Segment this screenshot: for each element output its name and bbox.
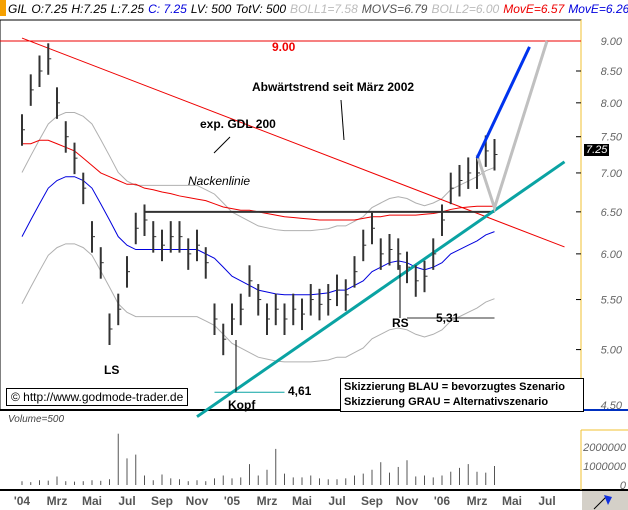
x-tick-label: '06: [434, 494, 451, 508]
boll1: BOLL1=7.58: [290, 2, 358, 16]
neckline-label: Nackenlinie: [188, 174, 251, 188]
volume-tick-label: 0: [620, 480, 627, 492]
open: O:7.25: [31, 2, 68, 16]
last-volume: LV: 500: [190, 2, 232, 16]
high: H:7.25: [71, 2, 107, 16]
scenario-legend: Skizzierung BLAU = bevorzugtes Szenario …: [340, 378, 584, 412]
downtrend-pointer-arrow: [340, 99, 345, 141]
x-tick-label: Mai: [502, 494, 522, 508]
total-volume: TotV: 500: [235, 2, 287, 16]
close: C: 7.25: [148, 2, 187, 16]
downtrend-label: Abwärtstrend seit März 2002: [252, 80, 415, 94]
x-tick-label: Nov: [186, 494, 209, 508]
y-tick-label: 8.00: [601, 98, 623, 110]
x-tick-label: Mai: [292, 494, 312, 508]
low-head-label: 4,61: [288, 384, 312, 398]
x-tick-label: Mrz: [467, 494, 488, 508]
x-tick-label: Jul: [538, 494, 555, 508]
drawing-tool-button[interactable]: [582, 491, 628, 510]
x-tick-label: Mai: [82, 494, 102, 508]
level-900-label: 9.00: [272, 40, 296, 54]
y-tick-label: 7.00: [601, 168, 623, 180]
uptrend-line: [196, 160, 566, 418]
x-tick-label: Nov: [396, 494, 419, 508]
ema-200-line: [22, 139, 495, 221]
indicator-square-icon: [0, 0, 6, 16]
x-tick-label: Jul: [328, 494, 345, 508]
y-tick-label: 6.50: [601, 207, 623, 219]
y-tick-label: 5.50: [601, 295, 623, 307]
bollinger-upper: [21, 112, 495, 232]
y-tick-label: 4.50: [601, 400, 623, 412]
head-label: Kopf: [228, 398, 256, 412]
symbol: GIL: [8, 2, 28, 16]
x-tick-label: Mrz: [47, 494, 68, 508]
low: L:7.25: [110, 2, 145, 16]
x-tick-label: '04: [14, 494, 31, 508]
x-tick-label: '05: [224, 494, 241, 508]
legend-blue: Skizzierung BLAU = bevorzugtes Szenario: [344, 381, 565, 393]
scenario-blue-arrow: [475, 46, 531, 159]
move-blue: MovE=6.26: [568, 2, 628, 16]
low-rs-label: 5,31: [436, 311, 460, 325]
volume-tick-label: 1000000: [583, 461, 627, 473]
y-tick-label: 7.50: [601, 132, 623, 144]
pin-icon: [593, 495, 612, 510]
move-red: MovE=6.57: [503, 2, 565, 16]
gdl-pointer-arrow: [213, 136, 231, 154]
gdl-label: exp. GDL 200: [200, 117, 276, 131]
x-tick-label: Jul: [118, 494, 135, 508]
y-tick-label: 6.00: [601, 249, 623, 261]
boll2: BOLL2=6.00: [431, 2, 500, 16]
movs: MOVS=6.79: [361, 2, 428, 16]
scenario-grey-arrow: [475, 40, 549, 213]
legend-grey: Skizzierung GRAU = Alternativszenario: [344, 396, 549, 408]
quote-header: GIL O:7.25 H:7.25 L:7.25 C: 7.25 LV: 500 TotV:…: [0, 0, 628, 18]
x-tick-label: Mrz: [257, 494, 278, 508]
y-tick-label: 8.50: [601, 66, 623, 78]
x-tick-label: Sep: [151, 494, 173, 508]
y-tick-label: 5.00: [601, 345, 623, 357]
y-tick-label: 9.00: [601, 36, 623, 48]
rs-label: RS: [392, 316, 409, 330]
last-price-tag: 7.25: [584, 144, 610, 156]
volume-label: Volume=500: [8, 414, 65, 425]
ls-label: LS: [104, 363, 120, 377]
copyright-link[interactable]: © http://www.godmode-trader.de: [6, 388, 189, 406]
volume-tick-label: 2000000: [582, 442, 627, 454]
x-tick-label: Sep: [361, 494, 383, 508]
